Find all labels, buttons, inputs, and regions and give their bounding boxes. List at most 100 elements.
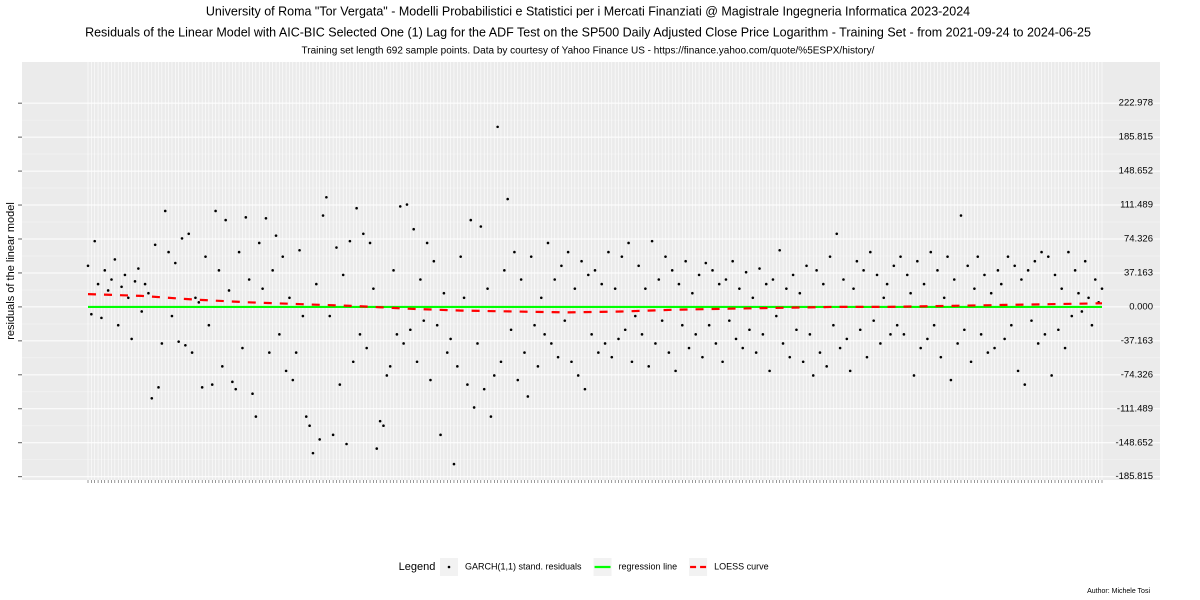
point xyxy=(482,387,486,391)
point xyxy=(989,291,993,295)
point xyxy=(610,355,614,359)
point xyxy=(237,250,241,254)
point xyxy=(321,214,325,217)
point xyxy=(785,287,788,290)
point xyxy=(714,342,718,345)
point xyxy=(758,267,761,270)
point xyxy=(613,287,617,290)
point xyxy=(630,360,634,364)
point xyxy=(231,380,234,384)
point xyxy=(842,278,845,281)
point xyxy=(801,360,805,364)
point xyxy=(566,250,570,254)
point xyxy=(909,291,912,295)
point xyxy=(1006,255,1010,258)
point xyxy=(825,365,828,368)
point xyxy=(654,342,657,345)
point xyxy=(103,269,107,272)
point xyxy=(674,369,677,373)
point xyxy=(516,378,520,382)
point xyxy=(916,259,919,263)
point xyxy=(271,269,274,272)
point xyxy=(328,314,332,318)
point xyxy=(355,206,358,210)
point xyxy=(1010,323,1013,327)
point xyxy=(288,296,291,300)
point xyxy=(442,291,446,295)
point xyxy=(177,340,180,343)
point xyxy=(184,343,187,347)
point xyxy=(362,232,365,236)
point xyxy=(338,383,342,386)
point xyxy=(832,323,835,327)
point xyxy=(983,273,986,277)
point xyxy=(593,269,597,272)
point xyxy=(1003,337,1006,341)
point xyxy=(828,255,832,258)
point xyxy=(247,278,251,281)
point xyxy=(294,351,298,354)
point xyxy=(422,319,426,322)
point xyxy=(412,227,415,231)
point xyxy=(140,310,144,313)
point xyxy=(939,355,943,359)
legend-key xyxy=(689,558,708,576)
point xyxy=(298,248,301,252)
point xyxy=(163,209,167,213)
point xyxy=(694,333,698,336)
point xyxy=(738,287,741,290)
point xyxy=(1020,278,1023,281)
chart-caption: Training set length 692 sample points. D… xyxy=(302,46,875,57)
point xyxy=(818,351,822,354)
point xyxy=(1040,250,1043,254)
point xyxy=(533,323,536,327)
point xyxy=(721,360,724,364)
point xyxy=(264,216,268,220)
point xyxy=(848,369,852,373)
point xyxy=(492,374,496,377)
point xyxy=(586,273,590,277)
point xyxy=(194,296,197,300)
y-tick-label: 185.815 xyxy=(1119,132,1153,143)
point xyxy=(409,328,412,332)
point xyxy=(224,218,227,222)
point xyxy=(341,273,345,277)
point xyxy=(261,287,264,290)
point xyxy=(466,383,469,386)
point xyxy=(677,282,681,286)
point xyxy=(113,258,117,261)
point xyxy=(858,328,862,332)
point xyxy=(499,360,503,364)
point xyxy=(869,250,872,254)
point xyxy=(811,374,815,377)
point xyxy=(899,255,902,258)
point xyxy=(419,278,422,281)
point xyxy=(197,301,201,304)
point xyxy=(889,333,892,336)
y-tick-label: 111.489 xyxy=(1120,200,1153,211)
point xyxy=(805,264,808,268)
y-tick-label: 148.652 xyxy=(1119,166,1153,177)
point xyxy=(576,374,580,377)
point xyxy=(1030,319,1033,322)
point xyxy=(241,346,244,350)
point xyxy=(526,395,530,398)
point xyxy=(1023,383,1027,386)
point xyxy=(952,278,956,281)
point xyxy=(775,314,778,318)
point xyxy=(157,386,160,389)
point xyxy=(1087,296,1090,300)
point xyxy=(815,269,818,272)
point xyxy=(600,282,604,286)
point xyxy=(150,397,154,400)
point xyxy=(536,365,540,368)
point xyxy=(1100,287,1104,290)
point xyxy=(187,232,191,236)
point xyxy=(476,342,479,345)
y-axis-label: residuals of the linear model xyxy=(5,202,17,340)
point xyxy=(644,287,647,290)
point xyxy=(284,369,288,373)
point xyxy=(301,314,305,318)
point xyxy=(116,323,120,327)
point xyxy=(546,241,550,245)
